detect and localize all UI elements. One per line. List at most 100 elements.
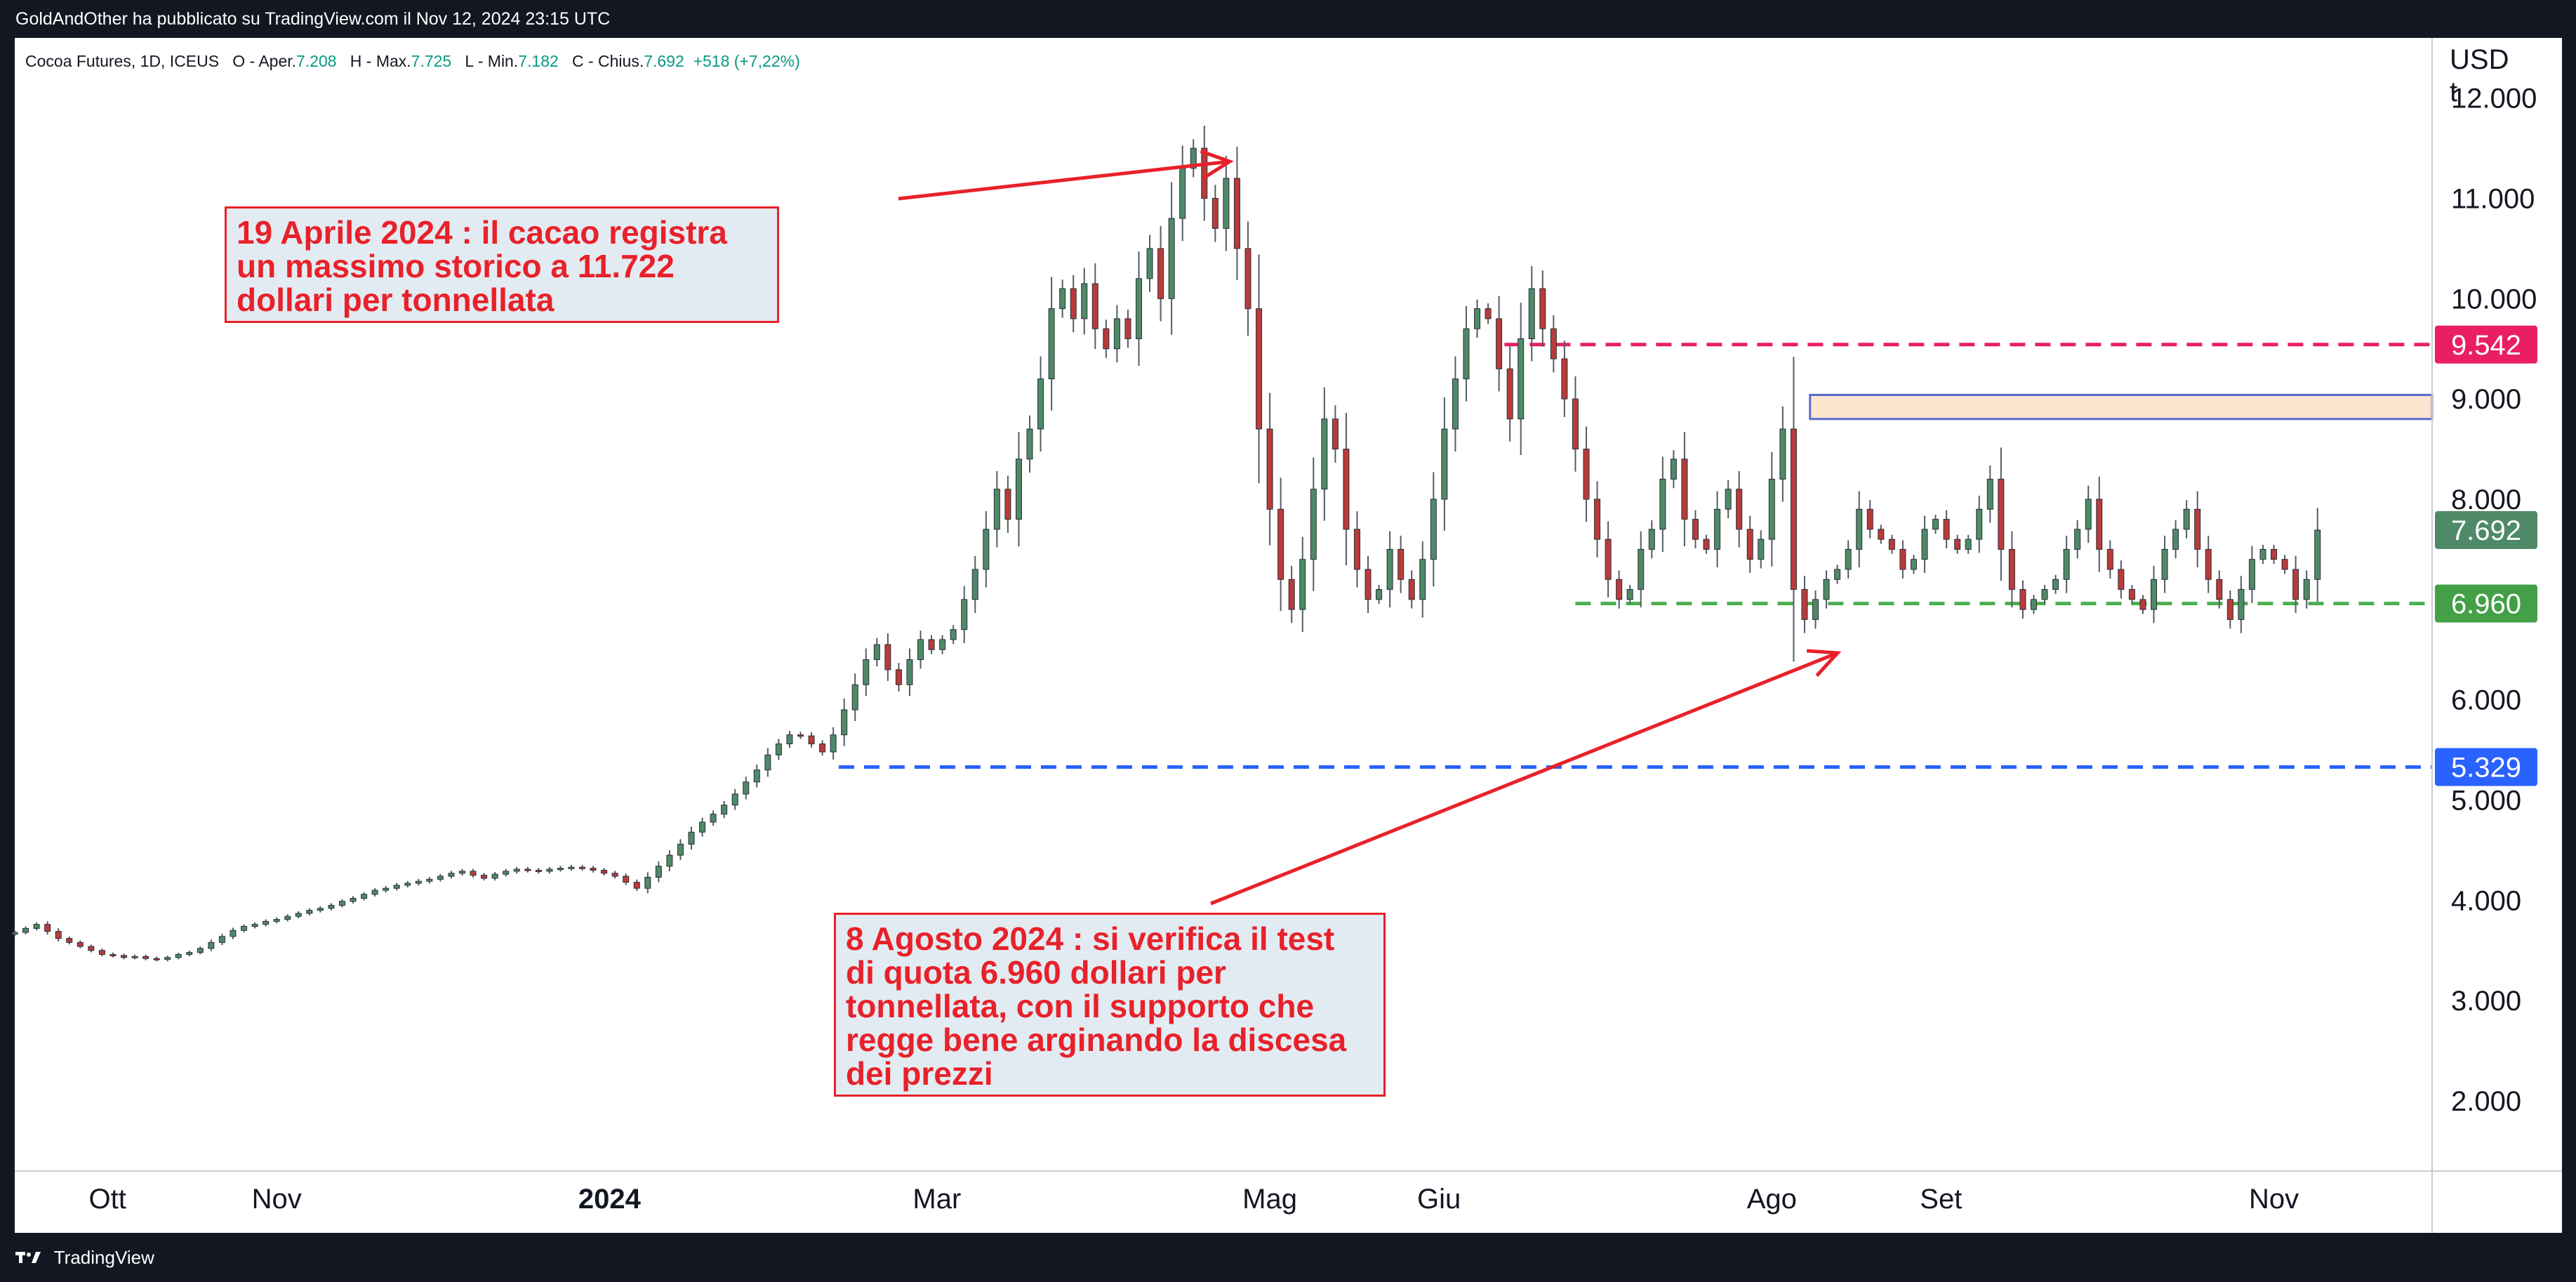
candle [1714, 491, 1721, 568]
candle-body [1670, 458, 1677, 480]
candle-body [2194, 508, 2201, 550]
candle-body [186, 952, 193, 955]
candle [2303, 570, 2310, 609]
candle-body [1626, 589, 1633, 600]
candle [1288, 566, 1295, 623]
candle [131, 954, 138, 960]
candle-body [950, 629, 957, 640]
arrow-shaft [898, 159, 1230, 201]
axis-layer: 2.000 3.000 4.000 5.000 6.000 8.000 9.000 10.00… [15, 38, 2562, 1233]
candle-body [983, 529, 990, 570]
candle-body [1921, 529, 1928, 560]
candle [251, 922, 258, 929]
candle-body [1605, 538, 1612, 580]
candle [317, 906, 324, 913]
candle-body [415, 880, 422, 884]
candle-body [1441, 428, 1448, 500]
arrow-shaft [1210, 651, 1838, 906]
candle-body [1310, 489, 1317, 560]
candle-body [1277, 508, 1284, 580]
candle [2238, 576, 2245, 633]
candle-body [1986, 478, 1993, 510]
candle [1376, 585, 1383, 604]
candle [1845, 540, 1852, 579]
candle-body [797, 734, 804, 737]
candle [971, 555, 978, 614]
y-tick-label: 3.000 [2451, 986, 2521, 1017]
y-tick-label: 10.000 [2451, 284, 2537, 315]
candle [77, 940, 84, 949]
candle [1070, 275, 1077, 333]
y-tick-label: 8.000 [2451, 484, 2521, 515]
candle [1528, 265, 1535, 362]
candle [1496, 296, 1503, 392]
candle-body [906, 659, 913, 685]
candle [1256, 254, 1263, 484]
candle-body [2128, 589, 2135, 600]
candle-body [513, 868, 520, 872]
candle [1583, 426, 1590, 522]
candle-body [2151, 579, 2158, 610]
candle [2063, 536, 2070, 593]
candle [1888, 534, 1895, 554]
candle-body [2238, 589, 2245, 620]
candle [2205, 536, 2212, 593]
candle [1866, 500, 1873, 538]
candle [611, 871, 618, 879]
candle [2041, 585, 2048, 604]
candle [983, 511, 990, 588]
annotation-line: dei prezzi [846, 1055, 993, 1092]
candle [873, 637, 880, 667]
candle-body [1638, 548, 1645, 590]
candle-body [1812, 599, 1819, 620]
candle-body [263, 920, 270, 925]
candle [1746, 515, 1753, 574]
candle [338, 899, 345, 908]
candle [2248, 546, 2255, 603]
candle [1812, 590, 1819, 629]
candle-body [1376, 589, 1383, 600]
candle-body [11, 932, 18, 935]
candle [666, 850, 673, 871]
symbol-legend[interactable]: Cocoa Futures, 1D, ICEUS O - Aper.7.208 … [25, 52, 800, 71]
candle-body [2183, 508, 2190, 530]
candle [88, 944, 95, 953]
candle-body [1037, 378, 1044, 430]
candle [470, 868, 477, 878]
candle-body [863, 659, 870, 685]
candle-body [153, 958, 160, 960]
candle [2271, 545, 2278, 564]
candle-body [383, 887, 390, 891]
candle [2128, 585, 2135, 604]
candle [1779, 406, 1786, 502]
candle-body [1146, 248, 1153, 279]
candle-body [317, 908, 324, 911]
candle-body [1572, 398, 1579, 450]
attribution-bar: GoldAndOther ha pubblicato su TradingVie… [0, 0, 2576, 38]
candle-body [1736, 489, 1743, 530]
open-label: O - Aper. [232, 52, 297, 70]
candle [2314, 508, 2321, 602]
annotation-august-support[interactable]: 8 Agosto 2024 : si verifica il test di q… [834, 913, 1386, 1097]
candle [66, 936, 73, 945]
annotation-april-high[interactable]: 19 Aprile 2024 : il cacao registra un ma… [225, 206, 779, 323]
candle-body [895, 669, 902, 685]
candle [284, 914, 291, 922]
candle-body [633, 882, 640, 889]
candle [1081, 267, 1088, 335]
candle-body [623, 875, 630, 883]
candle [1801, 576, 1808, 633]
close-value: 7.692 [644, 52, 684, 70]
candle-body [819, 744, 826, 753]
candle-body [2008, 548, 2015, 590]
candle [2139, 595, 2146, 614]
candle [1725, 480, 1732, 519]
attribution-text: GoldAndOther ha pubblicato su TradingVie… [15, 9, 611, 29]
candle-body [350, 897, 357, 902]
candle-body [1856, 508, 1863, 550]
candle-body [775, 744, 782, 755]
candle-body [33, 924, 40, 929]
candle-body [1932, 519, 1939, 530]
candle [1463, 306, 1470, 402]
